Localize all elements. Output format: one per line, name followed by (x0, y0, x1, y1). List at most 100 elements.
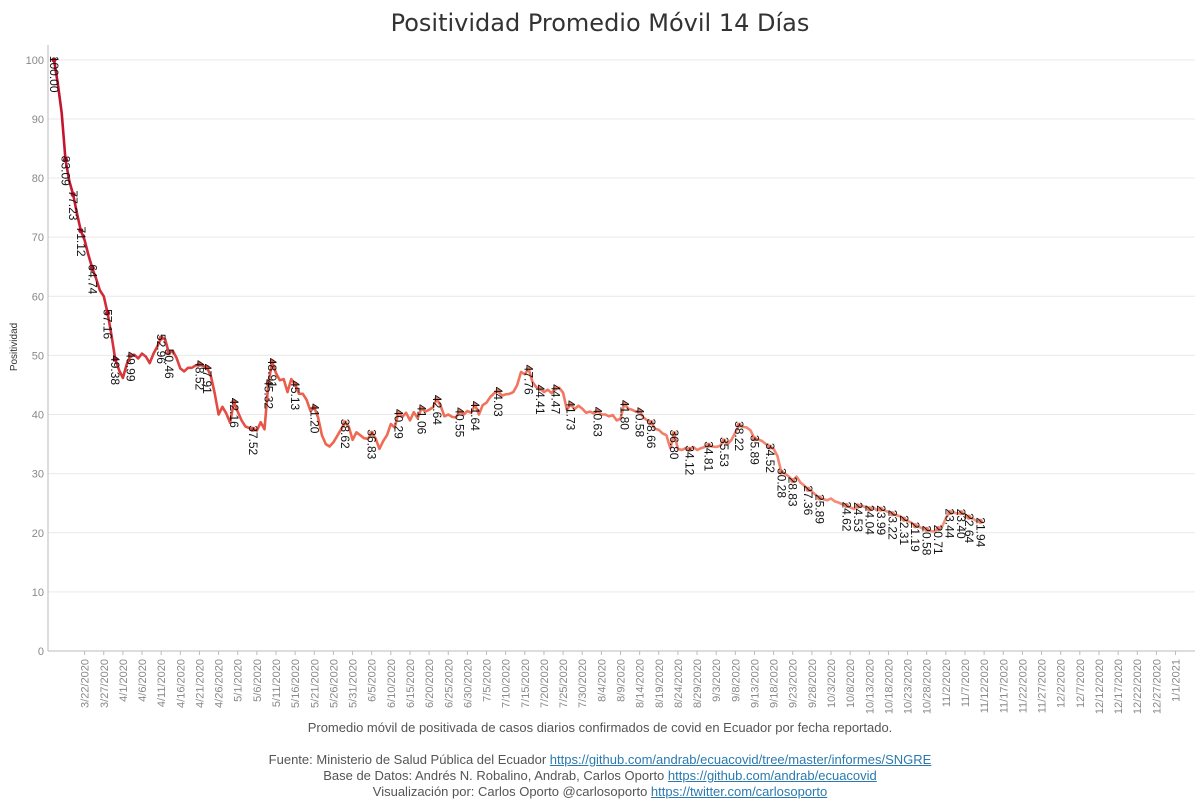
y-axis-label: Positividad (9, 323, 20, 371)
data-point (269, 359, 275, 365)
data-label: 47.91 (200, 364, 214, 394)
y-tick-label: 90 (32, 114, 44, 126)
data-label: 24.04 (862, 505, 876, 535)
data-point (457, 408, 463, 414)
data-point (127, 352, 134, 359)
x-tick-label: 11/27/2020 (1037, 659, 1049, 713)
x-tick-label: 4/11/2020 (156, 659, 168, 707)
data-label: 37.52 (246, 425, 260, 455)
data-label: 22.64 (962, 513, 976, 543)
data-label: 41.20 (307, 403, 321, 433)
data-label: 27.36 (801, 485, 815, 515)
x-tick-label: 4/26/2020 (214, 659, 226, 708)
data-label: 41.64 (468, 401, 482, 431)
y-tick-label: 10 (32, 587, 44, 599)
data-point (250, 426, 256, 432)
data-point (568, 401, 574, 407)
data-point (767, 444, 773, 450)
x-tick-label: 7/30/2020 (577, 659, 589, 708)
x-tick-label: 8/9/2020 (616, 659, 628, 702)
chart-title: Positividad Promedio Móvil 14 Días (391, 9, 810, 37)
x-tick-label: 11/2/2020 (941, 659, 953, 707)
x-tick-label: 11/22/2020 (1017, 659, 1029, 713)
x-tick-label: 6/10/2020 (386, 659, 398, 708)
y-axis-ticks: 0 10 20 30 40 50 60 70 80 90 100 (26, 55, 44, 658)
x-tick-label: 12/12/2020 (1094, 659, 1106, 714)
data-point (637, 408, 643, 414)
data-label: 49.99 (124, 351, 138, 381)
data-point (311, 404, 317, 411)
data-point (292, 381, 298, 387)
visualization-label: Visualización por: Carlos Oporto @carlos… (372, 784, 648, 799)
data-label: 44.03 (491, 387, 505, 417)
y-tick-label: 70 (32, 232, 44, 244)
data-label: 38.22 (732, 421, 746, 451)
x-tick-label: 10/3/2020 (826, 659, 838, 708)
data-point (89, 265, 95, 271)
x-tick-label: 12/2/2020 (1056, 659, 1068, 708)
x-tick-label: 8/29/2020 (692, 659, 704, 708)
data-point (621, 401, 627, 407)
x-tick-label: 4/21/2020 (194, 659, 206, 708)
data-label: 23.99 (874, 505, 888, 535)
x-tick-label: 4/16/2020 (175, 659, 187, 708)
data-label: 45.13 (288, 380, 302, 410)
data-label: 23.44 (943, 508, 957, 538)
data-point (648, 419, 654, 426)
y-tick-label: 0 (38, 646, 44, 658)
database-link[interactable]: https://github.com/andrab/ecuacovid (667, 768, 877, 783)
x-tick-label: 7/5/2020 (482, 659, 494, 702)
x-tick-label: 1/1/2021 (1171, 659, 1183, 702)
data-point (112, 356, 118, 362)
data-label: 50.46 (162, 349, 176, 379)
source-link[interactable]: https://github.com/andrab/ecuacovid/tree… (549, 752, 932, 767)
x-tick-label: 5/16/2020 (290, 659, 302, 708)
data-point (686, 446, 692, 452)
x-tick-label: 12/7/2020 (1075, 659, 1087, 708)
data-point (855, 503, 861, 509)
data-label: 24.62 (839, 501, 853, 531)
data-label: 38.66 (644, 418, 658, 448)
data-labels: 100.00 83.09 77.23 71.12 64.74 57.16 49.38 49.9… (47, 56, 987, 556)
y-tick-label: 60 (32, 291, 44, 303)
data-label: 83.09 (58, 156, 72, 186)
x-tick-label: 10/18/2020 (883, 659, 895, 714)
data-point (721, 438, 727, 444)
data-point (594, 408, 601, 414)
data-point (901, 516, 907, 522)
x-tick-label: 12/17/2020 (1113, 659, 1125, 714)
data-point (166, 350, 172, 356)
data-label: 21.94 (973, 517, 987, 547)
data-label: 40.29 (391, 409, 405, 439)
data-point (805, 486, 811, 492)
data-label: 57.16 (101, 309, 115, 339)
data-label: 48.91 (265, 358, 279, 388)
x-tick-label: 12/22/2020 (1132, 659, 1144, 714)
x-tick-label: 10/28/2020 (922, 659, 934, 714)
data-point (935, 525, 941, 532)
y-tick-label: 30 (32, 469, 44, 481)
data-label: 44.47 (548, 384, 562, 414)
data-point (958, 510, 964, 516)
data-label: 42.16 (227, 398, 241, 428)
data-label: 35.53 (717, 437, 731, 467)
data-point (537, 385, 543, 392)
x-tick-label: 6/5/2020 (367, 659, 379, 702)
y-tick-label: 40 (32, 410, 44, 422)
x-tick-label: 10/23/2020 (903, 659, 915, 714)
source-label: Fuente: Ministerio de Salud Pública del … (268, 752, 547, 767)
visualization-line: Visualización por: Carlos Oporto @carlos… (0, 784, 1200, 799)
x-tick-label: 4/1/2020 (118, 659, 130, 702)
data-label: 38.62 (338, 419, 352, 449)
data-point (889, 511, 895, 517)
y-tick-label: 50 (32, 350, 44, 362)
data-label: 41.73 (564, 400, 578, 430)
data-point (369, 430, 375, 436)
visualization-link[interactable]: https://twitter.com/carlosoporto (650, 784, 828, 799)
data-point (878, 506, 884, 512)
data-point (552, 385, 559, 391)
x-tick-label: 9/3/2020 (711, 659, 723, 702)
series-line (52, 58, 982, 533)
x-tick-label: 5/1/2020 (233, 659, 245, 702)
